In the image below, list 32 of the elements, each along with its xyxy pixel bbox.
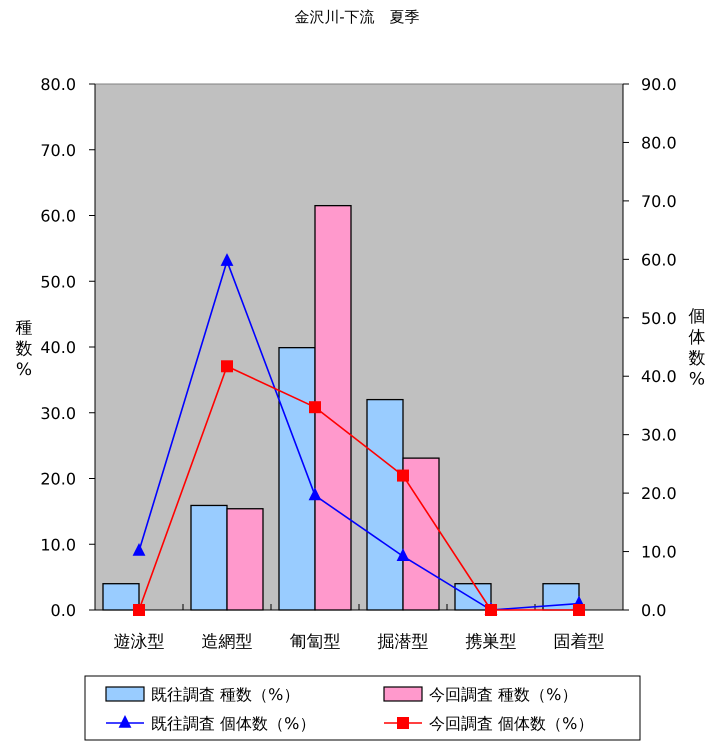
y2ticks[2]: 20.0 xyxy=(641,484,677,504)
y2ticks[3]: 30.0 xyxy=(641,426,677,445)
series[2].name: 既往調査 個体数（%） xyxy=(151,714,316,733)
y2ticks[4]: 40.0 xyxy=(641,367,677,386)
series[1].name: 今回調査 種数（%） xyxy=(429,685,578,704)
categories[0]: 遊泳型 xyxy=(114,632,164,652)
yticks[0]: 0.0 xyxy=(50,601,76,620)
yticks[8]: 80.0 xyxy=(40,75,76,94)
yticks[6]: 60.0 xyxy=(40,206,76,226)
yticks[7]: 70.0 xyxy=(40,140,76,160)
series[0].name: 既往調査 種数（%） xyxy=(151,685,300,704)
y2ticks[9]: 90.0 xyxy=(641,75,677,94)
y2ticks[7]: 70.0 xyxy=(641,192,677,211)
title: 金沢川-下流 夏季 xyxy=(294,8,420,26)
ylabel: 種数% xyxy=(16,318,32,380)
y2label: 個体数% xyxy=(688,306,706,390)
categories[3]: 掘潜型 xyxy=(378,632,428,652)
y2ticks[8]: 80.0 xyxy=(641,133,677,152)
y2ticks[5]: 50.0 xyxy=(641,308,677,328)
yticks[2]: 20.0 xyxy=(40,470,76,488)
y2ticks[0]: 0.0 xyxy=(641,601,666,620)
yticks[4]: 40.0 xyxy=(40,338,76,357)
categories[1]: 造網型 xyxy=(202,632,252,652)
categories[2]: 匍匐型 xyxy=(290,632,340,652)
categories[4]: 携巣型 xyxy=(466,632,516,652)
y2ticks[6]: 60.0 xyxy=(641,250,677,270)
yticks[3]: 30.0 xyxy=(40,404,76,423)
yticks[1]: 10.0 xyxy=(40,535,76,554)
series[3].name: 今回調査 個体数（%） xyxy=(429,714,594,733)
y2ticks[1]: 10.0 xyxy=(641,542,677,562)
categories[5]: 固着型 xyxy=(554,632,604,652)
yticks[5]: 50.0 xyxy=(40,272,76,292)
